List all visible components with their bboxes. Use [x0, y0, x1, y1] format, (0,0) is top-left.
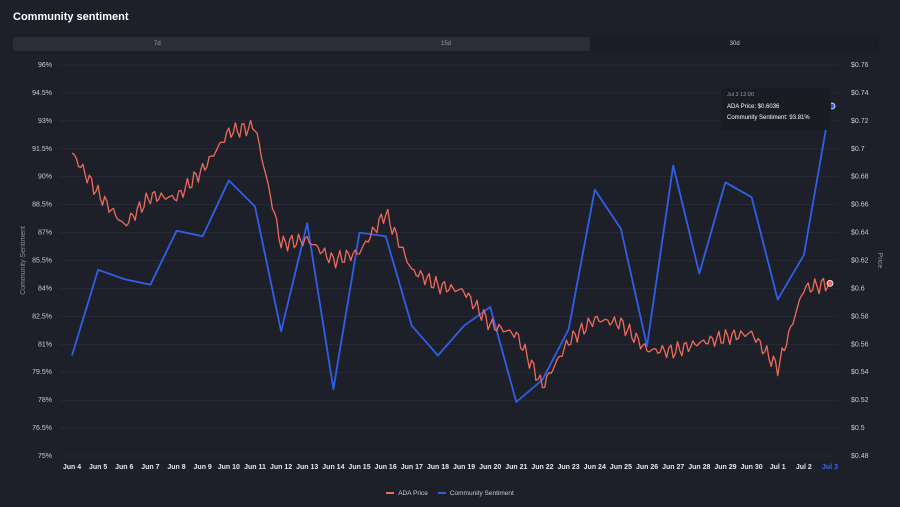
- tab-30d[interactable]: 30d: [590, 37, 879, 51]
- x-tick-label: Jun 5: [89, 464, 107, 471]
- y-left-tick-label: 93%: [38, 118, 52, 125]
- sentiment-series-line: [71, 105, 831, 403]
- y-right-tick-label: $0.76: [851, 62, 869, 69]
- y-left-tick-label: 87%: [38, 230, 52, 237]
- y-right-tick-label: $0.54: [851, 369, 869, 376]
- y-right-tick-label: $0.66: [851, 202, 869, 209]
- y-left-tick-label: 75%: [38, 453, 52, 460]
- y-right-tick-label: $0.64: [851, 230, 869, 237]
- tooltip-sentiment: Community Sentiment: 93.81%: [727, 115, 810, 121]
- y-right-tick-label: $0.7: [851, 146, 865, 153]
- x-tick-label: Jun 8: [167, 464, 185, 471]
- y-left-tick-label: 96%: [38, 62, 52, 69]
- x-tick-label: Jun 21: [505, 464, 527, 471]
- x-tick-label: Jun 10: [218, 464, 240, 471]
- y-left-axis-label: Community Sentiment: [20, 226, 27, 295]
- legend-label-sentiment: Community Sentiment: [449, 489, 514, 497]
- x-tick-label: Jun 23: [558, 464, 580, 471]
- y-left-tick-label: 88.5%: [32, 202, 52, 209]
- y-right-tick-label: $0.72: [851, 118, 869, 125]
- y-left-tick-label: 84%: [38, 285, 52, 292]
- y-right-tick-label: $0.52: [851, 397, 869, 404]
- y-left-tick-label: 79.5%: [32, 369, 52, 376]
- y-left-tick-label: 85.5%: [32, 258, 52, 265]
- x-tick-label: Jun 19: [453, 464, 475, 471]
- x-tick-label: Jun 24: [584, 464, 606, 471]
- x-tick-label: Jul 3: [822, 464, 838, 471]
- price-hover-point: [826, 280, 834, 287]
- x-tick-label: Jun 4: [63, 464, 81, 471]
- x-tick-label: Jul 1: [770, 464, 786, 471]
- tooltip-date: Jul 3 12:00: [727, 92, 754, 98]
- y-left-tick-label: 90%: [38, 174, 52, 181]
- y-left-tick-label: 94.5%: [32, 90, 52, 97]
- y-right-tick-label: $0.6: [851, 285, 865, 292]
- tab-7d[interactable]: 7d: [153, 41, 161, 47]
- y-right-tick-label: $0.48: [851, 453, 869, 460]
- y-right-tick-label: $0.5: [851, 425, 865, 432]
- x-tick-label: Jun 29: [714, 464, 736, 471]
- x-tick-label: Jun 26: [636, 464, 658, 471]
- y-right-tick-label: $0.56: [851, 341, 869, 348]
- y-left-tick-label: 76.5%: [32, 425, 52, 432]
- x-tick-label: Jun 17: [401, 464, 423, 471]
- x-tick-label: Jun 30: [740, 464, 762, 471]
- x-tick-label: Jun 22: [531, 464, 553, 471]
- x-tick-label: Jun 9: [194, 464, 212, 471]
- x-tick-label: Jun 27: [662, 464, 684, 471]
- y-right-tick-label: $0.68: [851, 174, 869, 181]
- x-tick-label: Jul 2: [796, 464, 812, 471]
- x-tick-label: Jun 28: [688, 464, 710, 471]
- tab-15d[interactable]: 15d: [441, 41, 452, 47]
- chart-legend: ADA Price Community Sentiment: [0, 488, 900, 498]
- y-right-tick-label: $0.62: [851, 258, 869, 265]
- legend-swatch-sentiment: [437, 492, 446, 494]
- x-tick-label: Jun 20: [479, 464, 501, 471]
- y-right-axis-label: Price: [876, 253, 883, 269]
- price-series-line: [71, 119, 831, 389]
- x-tick-label: Jun 13: [296, 464, 318, 471]
- x-tick-label: Jun 25: [610, 464, 632, 471]
- x-tick-label: Jun 7: [141, 464, 159, 471]
- sentiment-price-chart[interactable]: 75% 76.5% 78% 79.5% 81% 82.5% 84% 85.5% 87% 88.5%…: [0, 0, 900, 480]
- legend-label-price: ADA Price: [398, 489, 428, 497]
- page-title: Community sentiment: [13, 11, 129, 23]
- y-right-tick-label: $0.74: [851, 90, 869, 97]
- x-tick-label: Jun 12: [270, 464, 292, 471]
- x-tick-label: Jun 11: [244, 464, 266, 471]
- legend-item-sentiment[interactable]: Community Sentiment: [437, 488, 514, 498]
- y-left-tick-label: 82.5%: [32, 313, 52, 320]
- y-right-tick-label: $0.58: [851, 313, 869, 320]
- x-tick-label: Jun 18: [427, 464, 449, 471]
- tooltip-price: ADA Price: $0.6036: [727, 104, 780, 110]
- legend-item-price[interactable]: ADA Price: [386, 488, 428, 498]
- y-left-tick-label: 91.5%: [32, 146, 52, 153]
- x-tick-label: Jun 6: [115, 464, 133, 471]
- y-left-tick-label: 78%: [38, 397, 52, 404]
- chart-tooltip: Jul 3 12:00 ADA Price: $0.6036 Community…: [721, 88, 831, 130]
- x-tick-label: Jun 15: [348, 464, 370, 471]
- range-tabs: 7d 15d 30d: [13, 37, 879, 51]
- y-left-tick-label: 81%: [38, 341, 52, 348]
- legend-swatch-price: [386, 492, 395, 494]
- x-tick-label: Jun 16: [375, 464, 397, 471]
- x-tick-label: Jun 14: [322, 464, 344, 471]
